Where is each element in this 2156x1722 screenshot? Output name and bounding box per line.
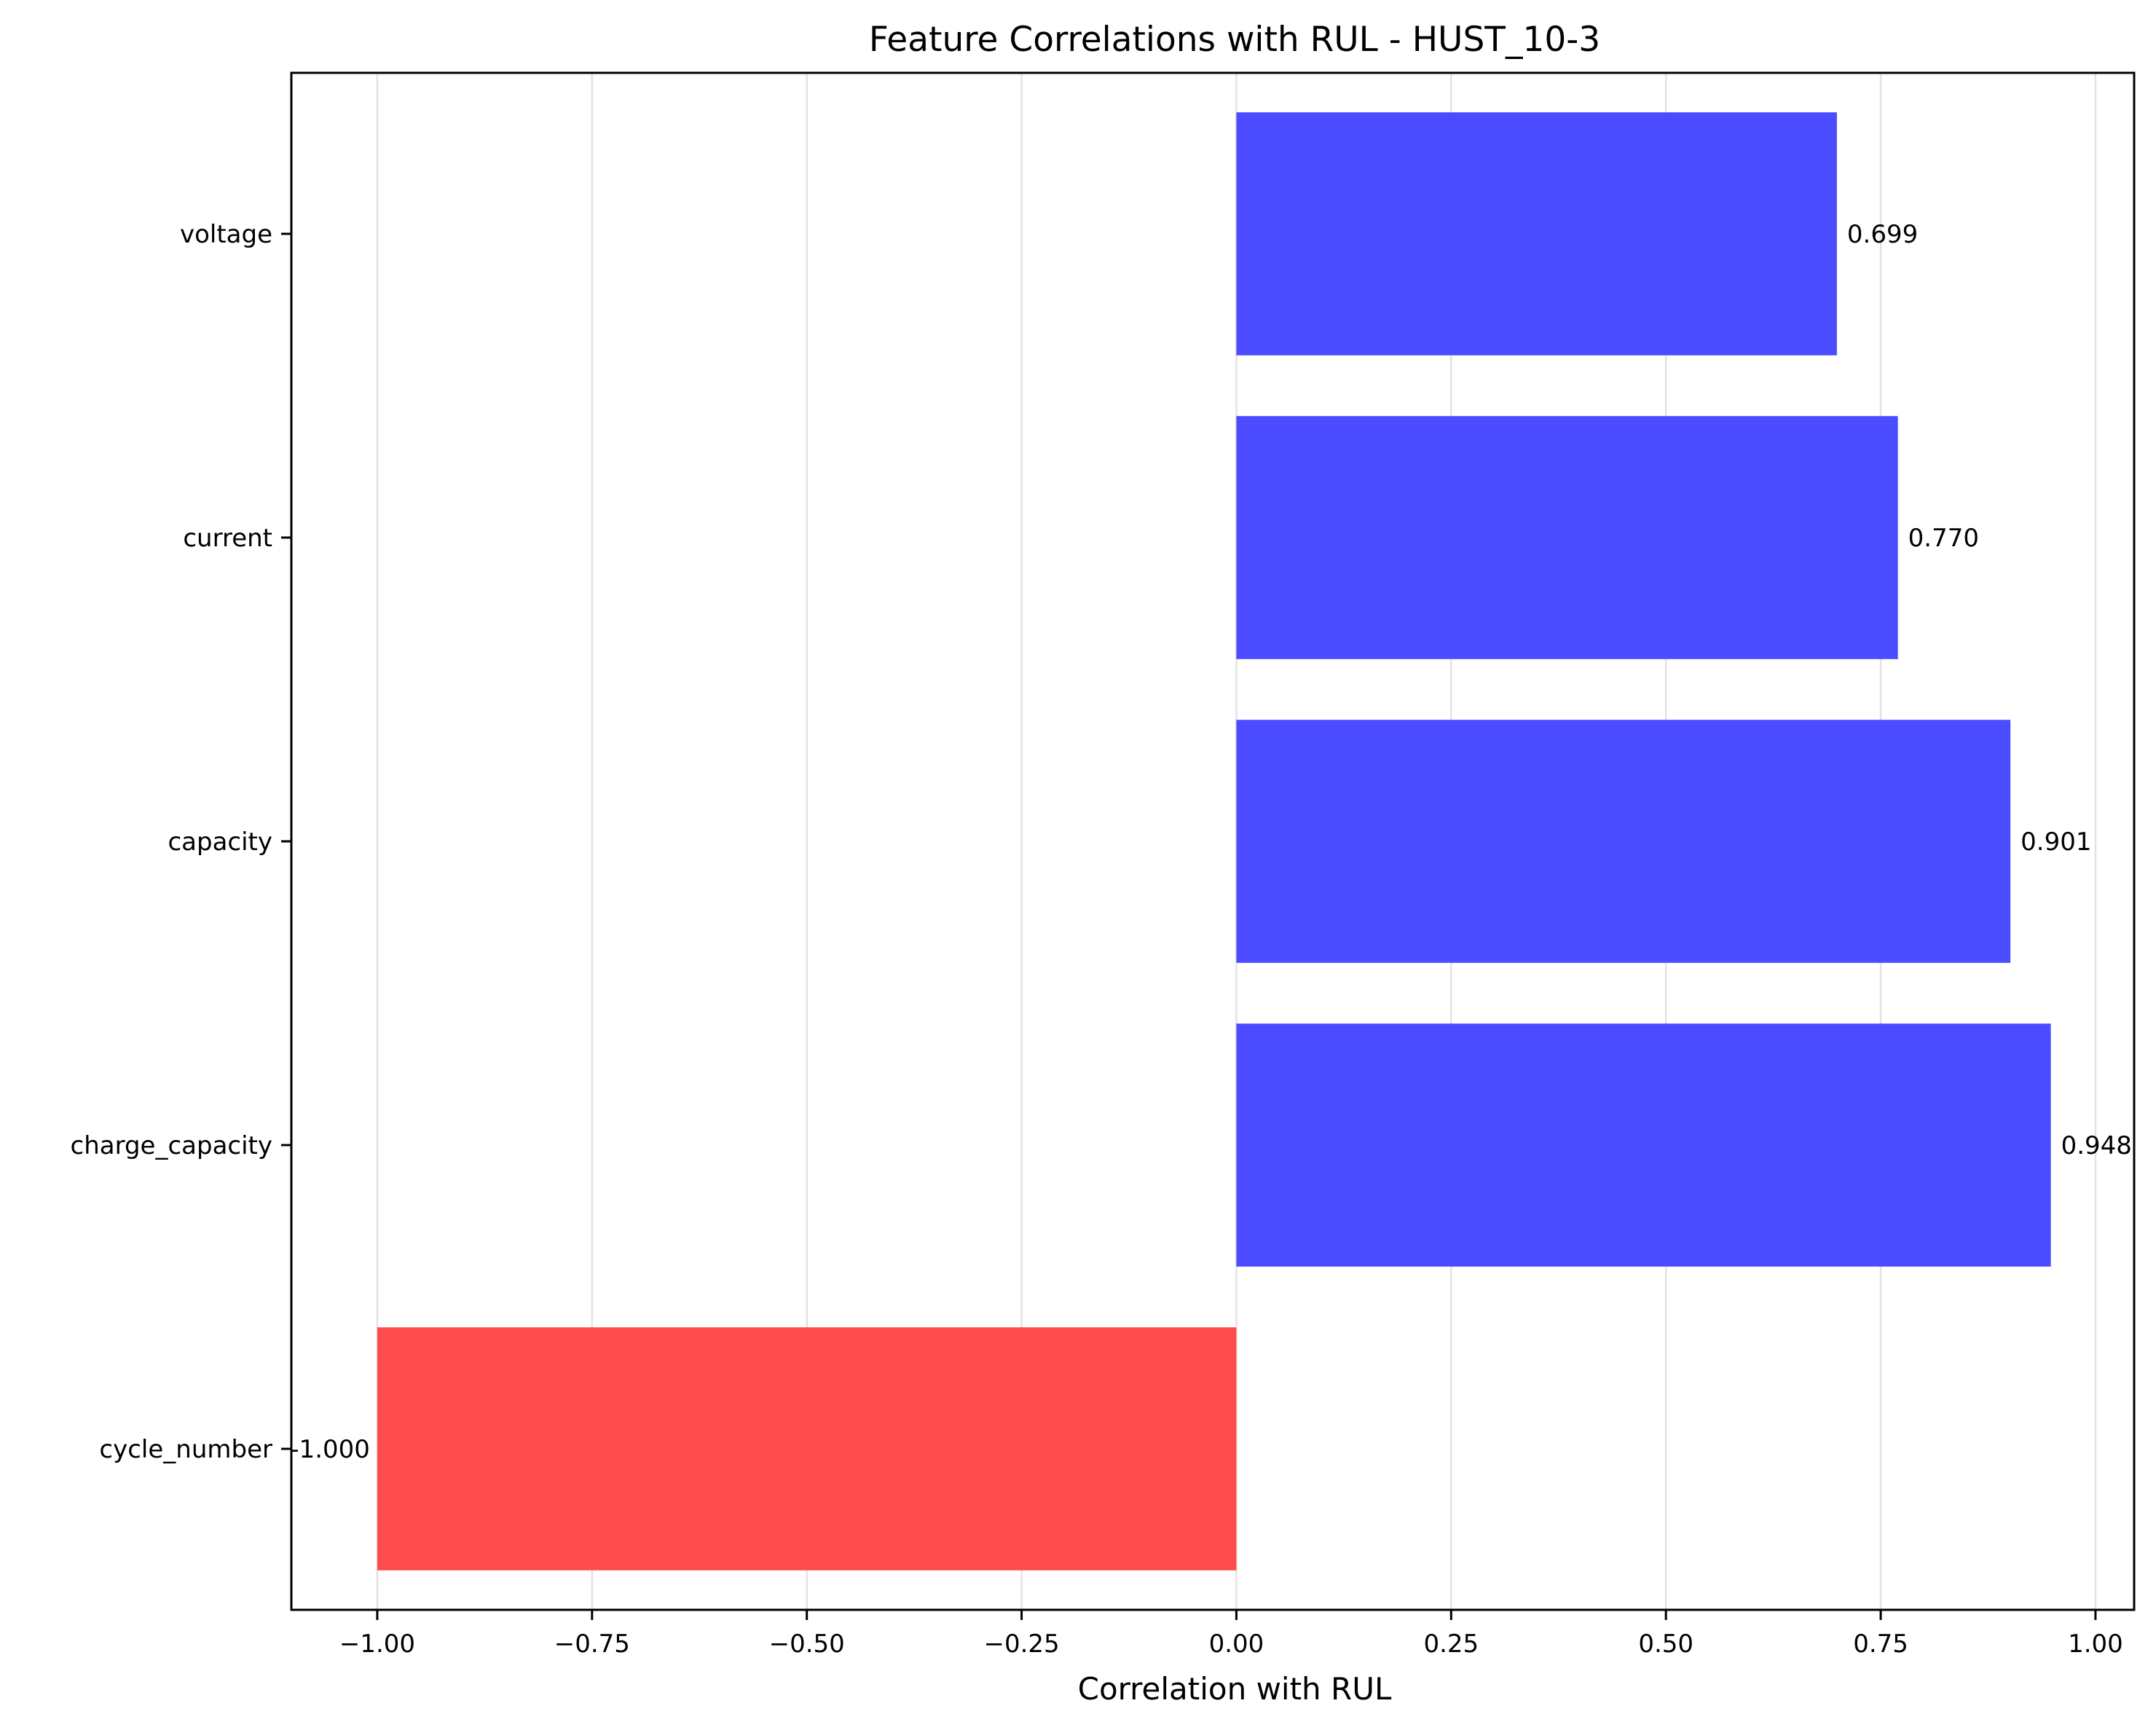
value-label-voltage: 0.699 [1847, 220, 1918, 249]
bars [377, 112, 2051, 1570]
bar-capacity [1236, 720, 2011, 963]
x-axis: −1.00 −0.75 −0.50 −0.25 0.00 0.25 0.50 0.75 1.00 [339, 1610, 2123, 1659]
value-labels: -1.000 0.948 0.901 0.770 0.699 [290, 220, 2132, 1464]
bar-charge-capacity [1236, 1023, 2051, 1267]
x-tick-label: −0.75 [554, 1629, 630, 1659]
value-label-cycle-number: -1.000 [290, 1435, 370, 1464]
x-tick-label: −1.00 [339, 1629, 415, 1659]
chart-title: Feature Correlations with RUL - HUST_10-… [869, 20, 1600, 60]
bar-cycle-number [377, 1327, 1237, 1570]
x-axis-label: Correlation with RUL [1078, 1671, 1392, 1707]
y-tick-label-cycle-number: cycle_number [99, 1435, 272, 1464]
x-tick-label: −0.50 [769, 1629, 845, 1659]
x-tick-label: 0.25 [1423, 1629, 1479, 1659]
value-label-current: 0.770 [1908, 524, 1979, 553]
x-tick-label: 0.50 [1638, 1629, 1693, 1659]
value-label-capacity: 0.901 [2021, 827, 2091, 857]
y-tick-label-charge-capacity: charge_capacity [71, 1131, 273, 1160]
bar-current [1236, 416, 1898, 659]
value-label-charge-capacity: 0.948 [2061, 1131, 2132, 1160]
x-tick-label: 0.00 [1209, 1629, 1264, 1659]
y-axis: cycle_number charge_capacity capacity curre… [71, 220, 291, 1464]
y-tick-label-current: current [183, 524, 272, 553]
y-tick-label-voltage: voltage [180, 220, 272, 249]
y-tick-label-capacity: capacity [168, 827, 272, 857]
x-tick-label: −0.25 [983, 1629, 1059, 1659]
bar-voltage [1236, 112, 1837, 355]
x-tick-label: 1.00 [2068, 1629, 2123, 1659]
x-tick-label: 0.75 [1853, 1629, 1908, 1659]
